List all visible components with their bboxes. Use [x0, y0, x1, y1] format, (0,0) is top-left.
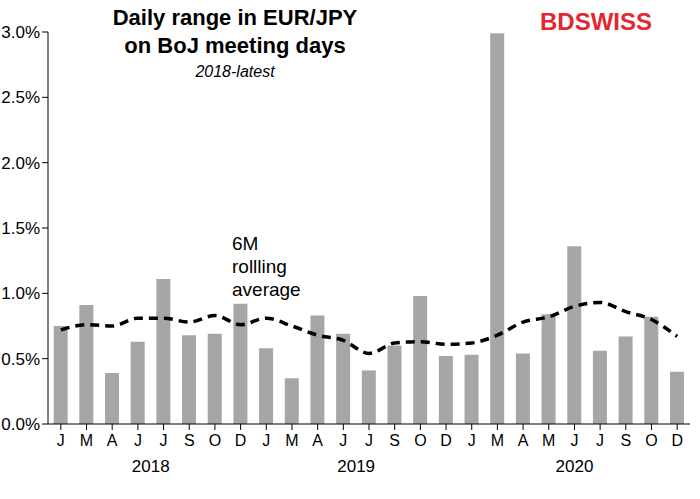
- svg-text:A: A: [107, 432, 118, 449]
- svg-text:S: S: [184, 432, 195, 449]
- svg-text:A: A: [312, 432, 323, 449]
- svg-text:0.0%: 0.0%: [8, 415, 40, 434]
- svg-text:M: M: [491, 432, 504, 449]
- svg-text:M: M: [285, 432, 298, 449]
- svg-text:O: O: [414, 432, 426, 449]
- svg-text:3.0%: 3.0%: [8, 23, 40, 42]
- svg-text:J: J: [365, 432, 373, 449]
- html-text:6M: 6M: [232, 233, 259, 254]
- svg-text:0.5%: 0.5%: [8, 350, 40, 369]
- svg-text:D: D: [235, 432, 247, 449]
- svg-text:J: J: [134, 432, 142, 449]
- svg-text:D: D: [440, 432, 452, 449]
- svg-text:J: J: [160, 432, 168, 449]
- svg-text:O: O: [645, 432, 657, 449]
- svg-text:J: J: [570, 432, 578, 449]
- svg-text:2020: 2020: [556, 457, 594, 476]
- svg-text:O: O: [209, 432, 221, 449]
- svg-text:1.0%: 1.0%: [8, 284, 40, 303]
- html-text:BDSWISS: BDSWISS: [540, 8, 652, 35]
- svg-text:J: J: [57, 432, 65, 449]
- html-text:Daily range in EUR/JPY: Daily range in EUR/JPY: [112, 5, 358, 30]
- html-text:rollling: rollling: [232, 256, 287, 277]
- svg-text:D: D: [671, 432, 683, 449]
- svg-text:M: M: [80, 432, 93, 449]
- svg-text:S: S: [389, 432, 400, 449]
- svg-text:S: S: [620, 432, 631, 449]
- html-text:average: average: [232, 279, 301, 300]
- svg-text:2.0%: 2.0%: [8, 154, 40, 173]
- svg-text:J: J: [468, 432, 476, 449]
- svg-text:J: J: [262, 432, 270, 449]
- svg-text:A: A: [518, 432, 529, 449]
- html-text:on BoJ meeting days: on BoJ meeting days: [124, 33, 346, 58]
- html-text:2018-latest: 2018-latest: [195, 63, 275, 80]
- svg-text:2.5%: 2.5%: [8, 88, 40, 107]
- svg-text:1.5%: 1.5%: [8, 219, 40, 238]
- svg-text:J: J: [339, 432, 347, 449]
- svg-text:2019: 2019: [337, 457, 375, 476]
- svg-text:J: J: [596, 432, 604, 449]
- svg-text:M: M: [542, 432, 555, 449]
- svg-text:2018: 2018: [132, 457, 170, 476]
